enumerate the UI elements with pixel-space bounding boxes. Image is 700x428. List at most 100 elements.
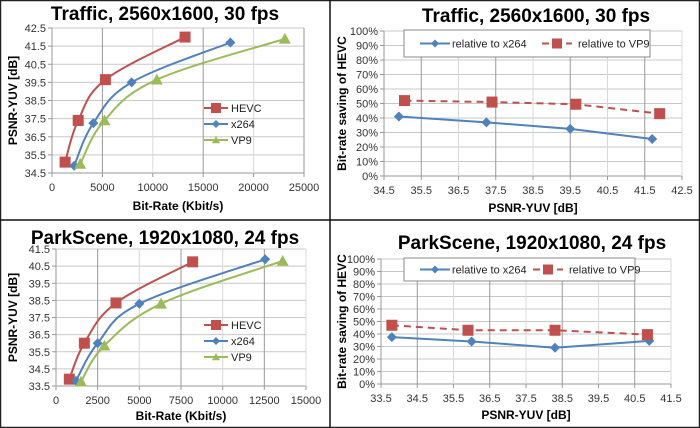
y-tick-label: 70% [356,70,378,82]
y-tick-label: 0% [359,379,375,391]
y-tick-label: 40.5 [29,261,50,273]
legend-label: HEVC [231,103,262,115]
data-point-triangle [278,32,291,44]
data-point-diamond [565,123,576,134]
data-point-square [72,114,84,126]
x-tick-label: 34.5 [373,185,394,197]
data-point-square [110,297,122,309]
legend-box [403,257,636,282]
data-point-square [398,95,410,107]
x-tick-label: 37.5 [485,185,506,197]
data-point-square [59,156,71,168]
series-relative-to-x264 [386,332,655,353]
chart-title: ParkScene, 1920x1080, 24 fps [398,233,666,254]
data-point-diamond [393,111,404,122]
data-point-square [549,324,561,336]
y-tick-label: 34.5 [29,364,50,376]
series-line [80,260,283,383]
x-tick-label: 37.5 [515,393,536,405]
series-line [73,41,231,167]
legend-marker-diamond [212,120,220,128]
y-tick-label: 100% [347,254,375,266]
x-tick-label: 36.5 [448,185,469,197]
data-point-diamond [225,37,236,48]
x-tick-label: 15000 [188,182,219,194]
data-point-triangle [75,375,87,387]
y-tick-label: 39.5 [25,77,46,89]
legend-label: relative to VP9 [569,265,641,277]
series-relative-to-vp9 [398,95,666,120]
chart-parkscene-saving: 0%10%20%30%40%50%60%70%80%90%100% 33.5 34.… [335,233,682,422]
data-point-diamond [92,338,103,349]
legend-label: VP9 [231,135,252,147]
series-hevc [63,256,199,385]
y-tick-label: 36.5 [25,132,46,144]
data-point-triangle [74,157,87,169]
data-point-square [462,324,474,336]
data-point-triangle [98,114,111,126]
data-point-triangle [150,73,163,85]
y-tick-label: 70% [353,292,375,304]
legend-label: HEVC [231,320,262,332]
y-tick-label: 38.5 [25,96,46,108]
legend: HEVC x264 VP9 [204,320,262,364]
y-tick-label: 0% [362,171,378,183]
y-axis-label: PSNR-YUV [dB] [6,273,20,362]
chart-title: ParkScene, 1920x1080, 24 fps [31,228,299,249]
y-tick-label: 40.5 [25,59,46,71]
x-tick-label: 39.5 [588,393,609,405]
x-tick-label: 25000 [289,182,320,194]
x-tick-label: 2500 [85,395,109,407]
y-tick-label: 20% [353,354,375,366]
y-tick-label: 80% [356,55,378,67]
y-tick-label: 40% [353,329,375,341]
y-tick-label: 35.5 [25,150,46,162]
chart-parkscene-rd: 33.5 34.5 35.5 36.5 37.5 38.5 39.5 40.5 41.5 0 250… [6,228,321,423]
x-tick-label: 41.5 [634,185,655,197]
x-tick-label: 0 [49,182,55,194]
y-tick-label: 37.5 [25,114,46,126]
y-axis-label: Bit-rate saving of HEVC [335,36,349,171]
data-point-square [486,96,498,108]
x-tick-label: 39.5 [560,185,581,197]
x-tick-label: 34.5 [407,393,428,405]
y-tick-label: 80% [353,279,375,291]
series-line [398,115,653,141]
x-tick-label: 10000 [207,395,238,407]
x-axis-label: Bit-Rate (Kbit/s) [136,409,227,423]
x-tick-label: 5000 [127,395,151,407]
y-axis-label: Bit-rate saving of HEVC [335,254,349,389]
y-tick-label: 90% [353,267,375,279]
series-relative-to-vp9 [386,319,653,341]
x-tick-label: 15000 [291,395,322,407]
x-axis-label: PSNR-YUV [dB] [481,408,570,422]
legend-label: x264 [231,119,255,131]
series-line [79,37,286,165]
data-point-diamond [134,298,145,309]
legend-marker-diamond [212,337,220,345]
data-point-square [63,373,75,385]
data-point-square [641,329,653,341]
x-tick-label: 42.5 [671,185,692,197]
y-tick-label: 50% [353,317,375,329]
data-point-diamond [386,332,397,343]
y-tick-label: 60% [356,84,378,96]
chart-traffic-rd: 34.5 35.5 36.5 37.5 38.5 39.5 40.5 41.5 42.5 0 500… [6,4,319,213]
data-point-diamond [88,118,99,129]
y-tick-label: 100% [350,26,378,38]
series-line [68,260,194,380]
y-tick-label: 30% [356,128,378,140]
y-axis-label: PSNR-YUV [dB] [6,56,20,145]
data-point-diamond [647,134,658,145]
x-tick-label: 35.5 [411,185,432,197]
y-tick-label: 35.5 [29,347,50,359]
data-point-square [78,337,90,349]
x-tick-label: 12500 [249,395,280,407]
series-vp9 [75,254,289,387]
data-point-square [187,256,199,268]
y-tick-label: 41.5 [29,244,50,256]
series-vp9 [74,32,291,169]
data-point-diamond [466,336,477,347]
series-line [391,336,650,349]
